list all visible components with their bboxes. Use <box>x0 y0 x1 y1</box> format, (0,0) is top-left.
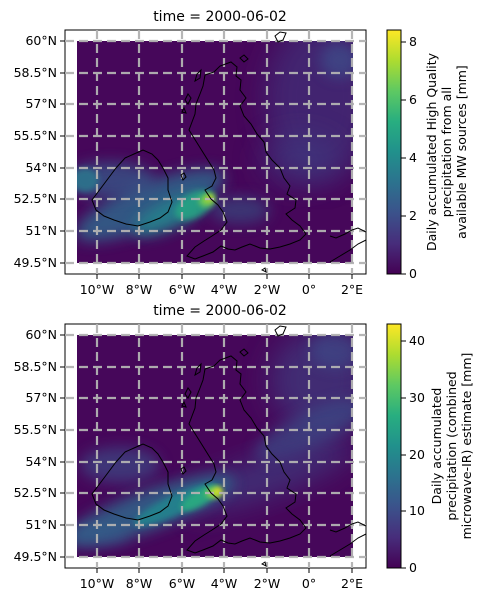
x-tick-label: 0° <box>302 576 316 591</box>
gridlines <box>65 30 366 274</box>
precipitation-field <box>77 41 353 263</box>
colorbar-label-line: Daily accumulated High Quality <box>424 52 439 251</box>
colorbar-gradient <box>386 323 402 569</box>
x-tick-label: 4°W <box>211 282 238 297</box>
colorbar-tick-label: 30 <box>409 390 425 405</box>
gridlines <box>65 324 366 568</box>
y-tick-label: 55.5°N <box>14 128 57 143</box>
y-tick-label: 49.5°N <box>14 549 57 564</box>
x-tick-label: 8°W <box>126 576 153 591</box>
colorbar-gradient <box>386 29 402 275</box>
x-tick-label: 4°W <box>211 576 238 591</box>
coastlines <box>91 31 367 273</box>
x-tick-label: 2°W <box>254 282 281 297</box>
y-tick-label: 58.5°N <box>14 359 57 374</box>
colorbar-label-line: precipitation (combined <box>444 371 459 520</box>
x-tick-label: 10°W <box>80 282 115 297</box>
y-tick-label: 51°N <box>25 223 57 238</box>
colorbar-tick-label: 4 <box>409 150 417 165</box>
x-tick-label: 6°W <box>169 576 196 591</box>
colorbar: 0 2 4 6 8 Daily accumulated High Quality… <box>386 29 469 281</box>
colorbar-tick-label: 6 <box>409 92 417 107</box>
colorbar-label-line: microwave-IR) estimate [mm] <box>459 353 474 540</box>
y-tick-label: 57°N <box>25 390 57 405</box>
x-axis: 10°W 8°W 6°W 4°W 2°W 0° 2°E <box>80 274 363 297</box>
colorbar: 0 10 20 30 40 Daily accumulated precipit… <box>386 323 474 575</box>
colorbar-label-line: available MW sources [mm] <box>454 65 469 239</box>
colorbar-tick-label: 0 <box>409 266 417 281</box>
x-tick-label: 2°E <box>341 282 363 297</box>
x-axis: 10°W 8°W 6°W 4°W 2°W 0° 2°E <box>80 568 363 591</box>
colorbar-tick-label: 40 <box>409 333 425 348</box>
colorbar-tick-label: 8 <box>409 34 417 49</box>
chart-title: time = 2000-06-02 <box>153 303 287 319</box>
y-tick-label: 58.5°N <box>14 65 57 80</box>
y-tick-label: 54°N <box>25 160 57 175</box>
colorbar-label-line: precipitation from all <box>439 87 454 217</box>
panel-top: time = 2000-06-02 <box>14 9 469 297</box>
y-tick-label: 55.5°N <box>14 422 57 437</box>
y-tick-label: 51°N <box>25 517 57 532</box>
y-tick-label: 52.5°N <box>14 485 57 500</box>
y-tick-label: 60°N <box>25 327 57 342</box>
y-axis: 60°N 58.5°N 57°N 55.5°N 54°N 52.5°N 51°N… <box>14 33 65 270</box>
colorbar-tick-label: 20 <box>409 447 425 462</box>
y-tick-label: 52.5°N <box>14 191 57 206</box>
x-tick-label: 8°W <box>126 282 153 297</box>
colorbar-tick-label: 10 <box>409 503 425 518</box>
x-tick-label: 6°W <box>169 282 196 297</box>
y-tick-label: 49.5°N <box>14 255 57 270</box>
colorbar-tick-label: 0 <box>409 560 417 575</box>
colorbar-label-line: Daily accumulated <box>429 388 444 505</box>
coastlines <box>91 325 367 567</box>
colorbar-tick-label: 2 <box>409 208 417 223</box>
y-axis: 60°N 58.5°N 57°N 55.5°N 54°N 52.5°N 51°N… <box>14 327 65 564</box>
x-tick-label: 10°W <box>80 576 115 591</box>
panel-bottom: time = 2000-06-02 <box>14 303 474 591</box>
x-tick-label: 2°W <box>254 576 281 591</box>
chart-title: time = 2000-06-02 <box>153 9 287 25</box>
x-tick-label: 2°E <box>341 576 363 591</box>
y-tick-label: 54°N <box>25 454 57 469</box>
y-tick-label: 57°N <box>25 96 57 111</box>
x-tick-label: 0° <box>302 282 316 297</box>
y-tick-label: 60°N <box>25 33 57 48</box>
